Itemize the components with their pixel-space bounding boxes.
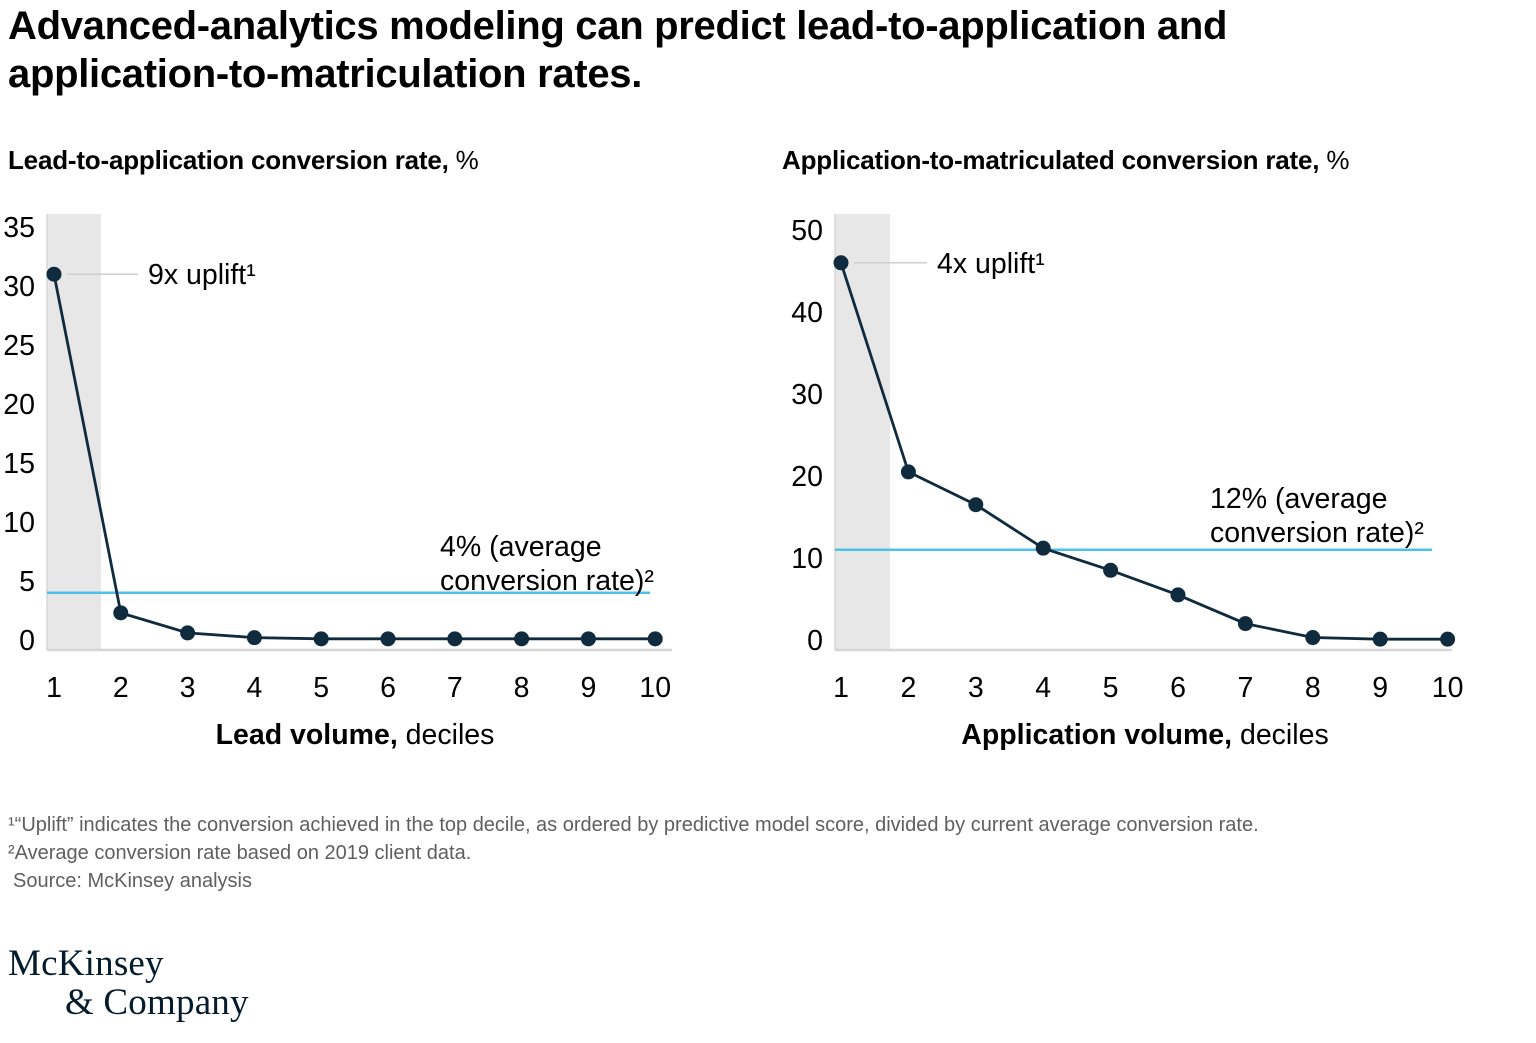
series-line (839, 262, 1448, 641)
right-average-rate-annotation: 12% (average conversion rate)² (1210, 483, 1424, 549)
x-tick-label: 5 (1103, 672, 1119, 704)
data-point (900, 464, 916, 480)
x-tick-label: 9 (580, 672, 596, 704)
page-title-line2: application-to-matriculation rates. (8, 52, 643, 96)
data-point (1372, 631, 1388, 647)
data-point (380, 631, 396, 647)
left-x-axis-title: Lead volume, deciles (40, 719, 670, 752)
x-tick-label: 4 (1035, 672, 1051, 704)
footnote-1: ¹“Uplift” indicates the conversion achie… (8, 814, 1259, 836)
y-tick-label: 40 (791, 297, 823, 329)
y-tick-label: 30 (3, 271, 35, 303)
x-tick-label: 7 (1237, 672, 1253, 704)
x-tick-label: 5 (313, 672, 329, 704)
x-tick-label: 2 (900, 672, 916, 704)
data-point (46, 266, 62, 282)
y-tick-label: 0 (19, 625, 35, 657)
data-point (113, 605, 129, 621)
data-point (447, 631, 463, 647)
source-line: Source: McKinsey analysis (13, 870, 252, 892)
y-tick-label: 35 (3, 212, 35, 244)
x-tick-label: 10 (639, 672, 671, 704)
x-tick-label: 6 (380, 672, 396, 704)
data-point (647, 631, 663, 647)
data-point (1237, 616, 1253, 632)
x-tick-label: 8 (1305, 672, 1321, 704)
y-tick-label: 5 (19, 566, 35, 598)
page-title: Advanced-analytics modeling can predict … (8, 2, 1227, 98)
uplift-label: 9x uplift¹ (148, 259, 256, 291)
right-chart-title-text: Application-to-matriculated conversion r… (782, 145, 1320, 175)
data-point (1440, 631, 1456, 647)
mckinsey-logo: McKinsey & Company (8, 944, 249, 1022)
right-chart-title-unit: % (1319, 145, 1350, 175)
right-x-axis-title-regular: deciles (1232, 719, 1329, 751)
data-point (180, 625, 196, 641)
data-point (313, 631, 329, 647)
application-to-matriculated-chart: 0 10 20 30 40 50 1 2 3 4 5 6 7 8 9 10 4x uplift¹ (791, 214, 1464, 704)
series-line (52, 273, 656, 641)
data-point (1170, 587, 1186, 603)
y-tick-label: 10 (3, 507, 35, 539)
right-x-axis-title: Application volume, deciles (820, 719, 1470, 752)
right-chart-title: Application-to-matriculated conversion r… (782, 145, 1349, 176)
x-tick-label: 3 (968, 672, 984, 704)
y-tick-label: 20 (791, 461, 823, 493)
logo-line2: & Company (65, 982, 249, 1023)
left-x-axis-title-bold: Lead volume, (215, 719, 398, 751)
data-point (514, 631, 530, 647)
y-tick-label: 20 (3, 389, 35, 421)
x-tick-label: 1 (46, 672, 62, 704)
y-tick-label: 30 (791, 379, 823, 411)
top-decile-highlight-band (835, 214, 890, 650)
data-point (1305, 630, 1321, 646)
x-tick-label: 7 (447, 672, 463, 704)
x-tick-label: 6 (1170, 672, 1186, 704)
data-point (1035, 540, 1051, 556)
left-chart-title-text: Lead-to-application conversion rate, (8, 145, 449, 175)
y-tick-label: 50 (791, 215, 823, 247)
y-tick-label: 0 (807, 625, 823, 657)
data-point (833, 255, 849, 271)
y-tick-label: 25 (3, 330, 35, 362)
footnotes: ¹“Uplift” indicates the conversion achie… (8, 811, 1259, 895)
page-title-line1: Advanced-analytics modeling can predict … (8, 4, 1228, 48)
data-point (968, 497, 984, 513)
x-tick-label: 3 (180, 672, 196, 704)
lead-to-application-chart: 0 5 10 15 20 25 30 35 1 2 3 4 5 6 7 8 9 10 9x uplift¹ (3, 212, 672, 704)
right-x-axis-title-bold: Application volume, (961, 719, 1233, 751)
left-chart-title: Lead-to-application conversion rate, % (8, 145, 479, 176)
x-tick-label: 4 (246, 672, 262, 704)
x-tick-label: 1 (833, 672, 849, 704)
x-tick-label: 2 (113, 672, 129, 704)
y-tick-label: 15 (3, 448, 35, 480)
data-point (246, 630, 262, 646)
uplift-label: 4x uplift¹ (937, 248, 1045, 280)
logo-line1: McKinsey (8, 943, 164, 984)
x-tick-label: 8 (514, 672, 530, 704)
left-chart-title-unit: % (448, 145, 479, 175)
y-tick-label: 10 (791, 543, 823, 575)
data-point (580, 631, 596, 647)
left-average-rate-annotation: 4% (average conversion rate)² (440, 531, 654, 597)
footnote-2: ²Average conversion rate based on 2019 c… (8, 842, 472, 864)
left-x-axis-title-regular: deciles (397, 719, 495, 751)
x-tick-label: 9 (1372, 672, 1388, 704)
data-point (1103, 562, 1119, 578)
x-tick-label: 10 (1432, 672, 1464, 704)
